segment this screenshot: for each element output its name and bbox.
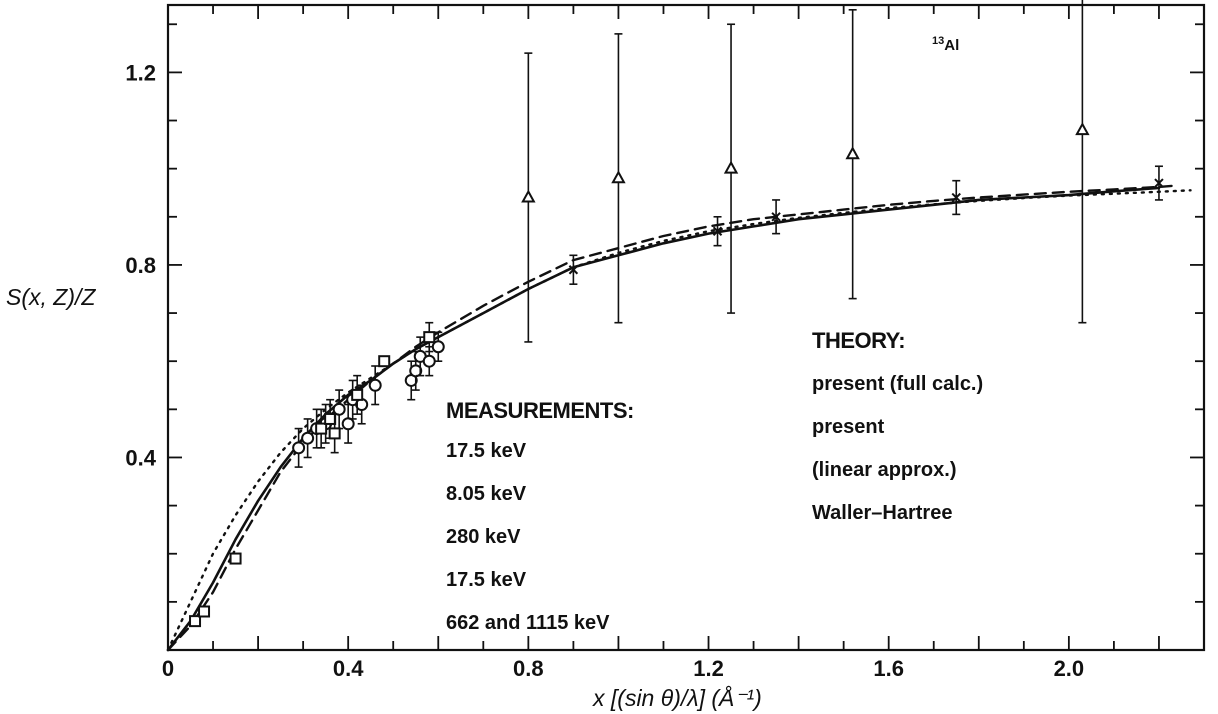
plot-frame [166,3,1206,652]
data-point-circle [409,364,423,378]
data-point-square [189,615,202,628]
data-point-square [423,331,436,344]
measurement-label: 17.5 keV [446,440,527,462]
measurement-label: 280 keV [446,526,521,548]
data-point-square [315,422,328,435]
data-point-circle [301,431,315,445]
data-point-square [198,605,211,618]
data-point-cross [712,226,723,236]
axis-tick-labels: 0 0.4 0.8 1.2 1.6 2.0 0.4 0.8 1.2 [125,60,1084,681]
theory-title: THEORY: [812,328,905,353]
data-point-square [351,388,364,401]
y-axis-label: S(x, Z)/Z [6,284,96,310]
y-tick-label: 1.2 [125,60,156,85]
measurements-title: MEASUREMENTS: [446,398,634,423]
data-point-square [229,552,242,565]
theory-label: present (full calc.) [812,373,983,395]
y-tick-label: 0.8 [125,253,156,278]
data-point-cross [568,265,579,275]
data-point-triangle [521,189,536,203]
theory-label: Waller–Hartree [812,502,952,524]
data-point-circle [332,402,346,416]
data-point-cross [1154,178,1164,188]
measurement-label: 662 and 1115 keV [446,612,610,634]
legend-theory: THEORY: present (full calc.) present (li… [812,328,983,524]
data-point-circle [341,417,355,431]
x-tick-label: 2.0 [1054,656,1085,681]
element-annotation: 13Al [932,35,959,54]
data-point-triangle [723,160,739,174]
measurement-label: 8.05 keV [446,483,527,505]
legend-measurements: MEASUREMENTS: 17.5 keV 8.05 keV 280 keV … [446,398,634,634]
data-point-circle [292,441,306,455]
data-point-circle [422,354,436,368]
plot-border [166,3,1206,652]
data-point-triangle [611,170,626,184]
data-point-cross [771,212,781,222]
measurement-points [189,0,1164,628]
measurement-label: 17.5 keV [446,569,527,591]
theory-curve-dashed [166,184,1179,652]
theory-label: (linear approx.) [812,459,956,481]
x-tick-label: 0.8 [513,656,544,681]
x-tick-label: 0 [162,656,174,681]
element-symbol: Al [944,37,959,54]
x-tick-label: 1.6 [873,656,904,681]
y-tick-label: 0.4 [125,445,156,470]
element-superscript: 13 [932,35,944,47]
data-point-square [324,412,337,425]
data-point-triangle [845,146,860,160]
theory-curve-dotted [166,189,1192,652]
data-point-square [328,427,341,440]
data-point-triangle [1075,122,1090,136]
x-axis-label: x [(sin θ)/λ] (Å⁻¹) [592,684,762,711]
axis-ticks [168,5,1204,650]
data-point-cross [951,192,961,203]
data-point-circle [368,378,382,392]
x-tick-label: 1.2 [693,656,724,681]
data-point-square [378,355,391,368]
data-point-circle [431,340,445,354]
x-tick-label: 0.4 [333,656,364,681]
theory-label: present [812,416,885,438]
